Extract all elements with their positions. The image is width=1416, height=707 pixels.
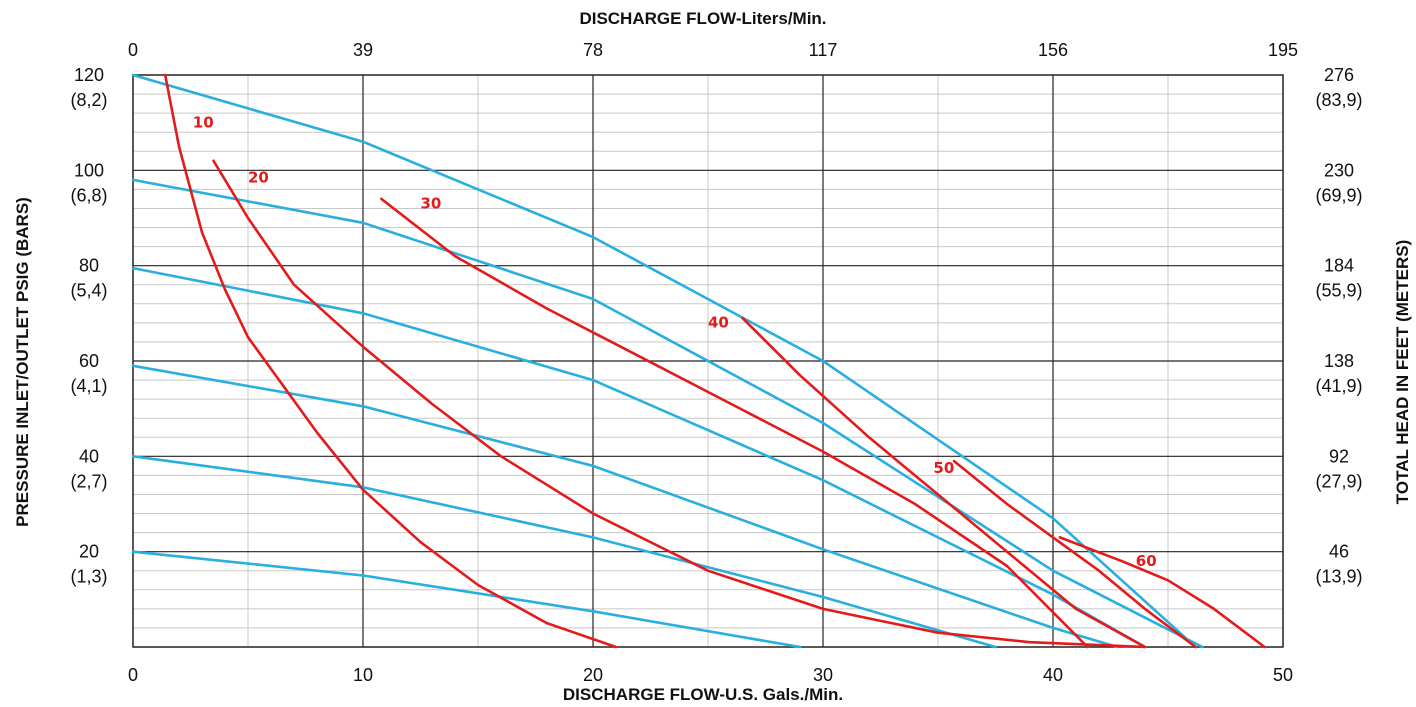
x-tick-bottom: 20 bbox=[583, 665, 603, 685]
top-axis-title: DISCHARGE FLOW-Liters/Min. bbox=[579, 9, 826, 28]
x-tick-top: 78 bbox=[583, 40, 603, 60]
x-tick-bottom: 0 bbox=[128, 665, 138, 685]
pressure-curve bbox=[131, 364, 1119, 649]
air-curve-label-40: 40 bbox=[708, 314, 729, 332]
air-curve-10 bbox=[163, 73, 618, 649]
y-tick-right-feet: 230 bbox=[1324, 160, 1354, 180]
y-tick-left-psi: 80 bbox=[79, 256, 99, 276]
air-curve-60 bbox=[1058, 536, 1266, 649]
y-tick-left-psi: 100 bbox=[74, 160, 104, 180]
air-curve-label-50: 50 bbox=[933, 459, 954, 477]
major-grid bbox=[132, 74, 1284, 648]
air-curve-label-60: 60 bbox=[1136, 552, 1157, 570]
y-tick-right-feet: 138 bbox=[1324, 351, 1354, 371]
pressure-curve bbox=[131, 178, 1204, 649]
y-tick-right-feet: 276 bbox=[1324, 65, 1354, 85]
x-tick-top: 39 bbox=[353, 40, 373, 60]
y-tick-left-psi: 120 bbox=[74, 65, 104, 85]
y-tick-left-bar: (8,2) bbox=[70, 90, 107, 110]
air-curve-20 bbox=[212, 159, 1147, 649]
pressure-curve bbox=[131, 73, 1197, 649]
y-tick-left-bar: (6,8) bbox=[70, 185, 107, 205]
x-tick-bottom: 40 bbox=[1043, 665, 1063, 685]
y-tick-right-meters: (55,9) bbox=[1315, 281, 1362, 301]
y-tick-left-bar: (4,1) bbox=[70, 376, 107, 396]
y-tick-left-bar: (2,7) bbox=[70, 471, 107, 491]
pressure-curve bbox=[131, 550, 802, 649]
right-axis-title: TOTAL HEAD IN FEET (METERS) bbox=[1393, 240, 1412, 504]
x-tick-bottom: 10 bbox=[353, 665, 373, 685]
y-tick-right-meters: (13,9) bbox=[1315, 567, 1362, 587]
left-axis-title: PRESSURE INLET/OUTLET PSIG (BARS) bbox=[13, 197, 32, 527]
y-tick-right-feet: 92 bbox=[1329, 446, 1349, 466]
plot-frame bbox=[132, 74, 1284, 648]
y-tick-left-psi: 20 bbox=[79, 542, 99, 562]
y-tick-right-meters: (69,9) bbox=[1315, 185, 1362, 205]
y-tick-right-feet: 184 bbox=[1324, 256, 1354, 276]
x-tick-top: 156 bbox=[1038, 40, 1068, 60]
air-curve-30 bbox=[380, 197, 1089, 649]
tick-labels: 0 10 20 30 40 50 0 39 78 117 156 195 120 (8,2) 100 (6,8… bbox=[70, 40, 1362, 685]
x-tick-bottom: 30 bbox=[813, 665, 833, 685]
y-tick-right-meters: (41,9) bbox=[1315, 376, 1362, 396]
x-tick-bottom: 50 bbox=[1273, 665, 1293, 685]
air-curve-40 bbox=[741, 316, 1147, 649]
air-curve-label-30: 30 bbox=[421, 194, 442, 212]
y-tick-left-bar: (5,4) bbox=[70, 281, 107, 301]
x-tick-top: 0 bbox=[128, 40, 138, 60]
curve-labels: 10 20 30 40 50 60 bbox=[193, 113, 1157, 570]
y-tick-left-psi: 60 bbox=[79, 351, 99, 371]
y-tick-right-feet: 46 bbox=[1329, 542, 1349, 562]
x-tick-top: 117 bbox=[809, 40, 838, 60]
minor-grid bbox=[133, 75, 1283, 647]
air-curve-50 bbox=[952, 459, 1197, 649]
x-tick-top: 195 bbox=[1268, 40, 1298, 60]
curves bbox=[131, 73, 1266, 649]
air-curve-label-20: 20 bbox=[248, 168, 269, 186]
bottom-axis-title: DISCHARGE FLOW-U.S. Gals./Min. bbox=[563, 685, 843, 704]
y-tick-left-psi: 40 bbox=[79, 446, 99, 466]
y-tick-right-meters: (83,9) bbox=[1315, 90, 1362, 110]
pressure-curve bbox=[131, 454, 997, 649]
air-curve-label-10: 10 bbox=[193, 113, 214, 131]
y-tick-right-meters: (27,9) bbox=[1315, 471, 1362, 491]
y-tick-left-bar: (1,3) bbox=[70, 567, 107, 587]
